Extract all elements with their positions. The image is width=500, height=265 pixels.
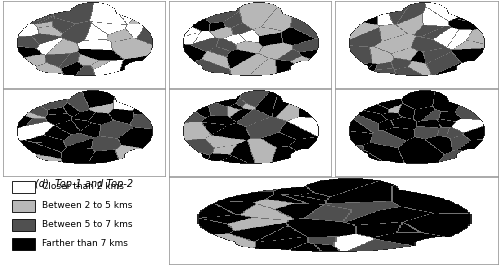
Text: (f)  Top-1 and Top-3: (f) Top-1 and Top-3 [368, 179, 464, 189]
Text: (a)  Top-1: (a) Top-1 [60, 91, 107, 101]
Text: Between 5 to 7 kms: Between 5 to 7 kms [42, 220, 132, 229]
Bar [12, 238, 35, 250]
Text: Closer than 2 kms: Closer than 2 kms [42, 182, 123, 191]
Bar [12, 200, 35, 212]
Text: (b)  Top-2: (b) Top-2 [226, 91, 274, 101]
Text: Between 2 to 5 kms: Between 2 to 5 kms [42, 201, 132, 210]
Text: Farther than 7 kms: Farther than 7 kms [42, 239, 128, 248]
Text: (c)  Top-3: (c) Top-3 [393, 91, 439, 101]
Bar [12, 219, 35, 231]
Text: (d)  Top-1 and Top-2: (d) Top-1 and Top-2 [35, 179, 133, 189]
Text: (e)  Top-2 and Top-3: (e) Top-2 and Top-3 [201, 179, 299, 189]
Bar [12, 181, 35, 193]
